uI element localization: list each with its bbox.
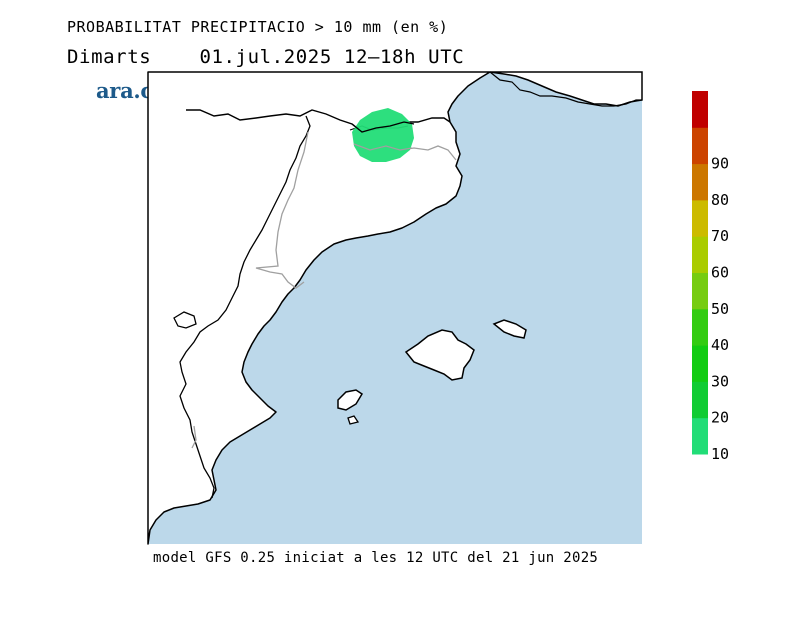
forecast-day: Dimarts [67,46,152,68]
coast-feature [173,311,197,329]
catalonia-border [179,115,311,499]
menorca [492,319,527,339]
colorbar-label: 90 [711,155,729,173]
colorbar-label: 30 [711,372,729,390]
colorbar-segment [692,127,708,165]
colorbar-segment [692,199,708,237]
map-title: PROBABILITAT PRECIPITACIO > 10 mm (en %) [67,18,449,36]
ibiza [337,389,364,411]
colorbar-segment [692,308,708,346]
colorbar: 10 20 30 40 50 60 70 80 90 [692,91,729,463]
pyrenees-border [186,109,451,133]
mainland [147,71,491,545]
north-coast [489,71,643,107]
formentera [347,415,360,425]
colorbar-label: 60 [711,264,729,282]
colorbar-segment [692,417,708,455]
colorbar-segment [692,345,708,382]
colorbar-segment [692,91,708,128]
colorbar-segment [692,381,708,419]
forecast-period: 01.jul.2025 12–18h UTC [199,46,465,68]
colorbar-label: 20 [711,409,729,427]
model-info: model GFS 0.25 iniciat a les 12 UTC del … [153,550,599,566]
colorbar-segment [692,272,708,310]
mallorca [404,329,475,381]
colorbar-label: 70 [711,227,729,245]
colorbar-segment [692,163,708,201]
colorbar-segment [692,236,708,273]
colorbar-label: 80 [711,191,729,209]
forecast-datetime: Dimarts 01.jul.2025 12–18h UTC [67,46,464,68]
colorbar-label: 50 [711,300,729,318]
colorbar-label: 40 [711,336,729,354]
colorbar-label: 10 [711,445,729,463]
